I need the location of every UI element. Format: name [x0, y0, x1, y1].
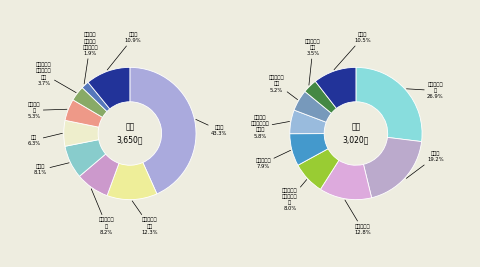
Wedge shape [82, 82, 109, 112]
Text: 卸売・小売
業
8.2%: 卸売・小売 業 8.2% [91, 189, 114, 235]
Text: 生活関連
サービス業・
娯楽業
5.8%: 生活関連 サービス業・ 娯楽業 5.8% [250, 115, 289, 139]
Text: 宿泊業・飲
食サービス
業
8.0%: 宿泊業・飲 食サービス 業 8.0% [281, 180, 306, 211]
Text: その他
10.9%: その他 10.9% [107, 32, 141, 70]
Wedge shape [355, 67, 421, 142]
Wedge shape [65, 140, 106, 176]
Wedge shape [79, 154, 119, 196]
Wedge shape [107, 163, 156, 200]
Text: サービス
業
5.3%: サービス 業 5.3% [27, 102, 67, 119]
Text: 製造業
19.2%: 製造業 19.2% [406, 151, 443, 178]
Wedge shape [289, 134, 327, 165]
Wedge shape [297, 149, 338, 189]
Wedge shape [73, 88, 107, 117]
Wedge shape [315, 67, 355, 108]
Text: 総合サービ
ス業
3.5%: 総合サービ ス業 3.5% [304, 39, 320, 85]
Text: サービス業
7.9%: サービス業 7.9% [255, 150, 290, 169]
Text: 運輸業・郵
便業
12.3%: 運輸業・郵 便業 12.3% [132, 201, 157, 235]
Text: 公務
6.3%: 公務 6.3% [27, 133, 62, 146]
Text: 卸売・小売
業
26.9%: 卸売・小売 業 26.9% [406, 82, 443, 99]
Text: 運輸業・郡
便業
5.2%: 運輸業・郡 便業 5.2% [268, 75, 297, 100]
Wedge shape [65, 100, 102, 127]
Text: 電気・ガ
ス・熱供
給・水道業
1.9%: 電気・ガ ス・熱供 給・水道業 1.9% [82, 32, 98, 84]
Text: 製造業
43.3%: 製造業 43.3% [195, 119, 227, 136]
Text: 医療・福祉
12.8%: 医療・福祉 12.8% [344, 200, 370, 235]
Wedge shape [130, 67, 195, 194]
Wedge shape [293, 91, 331, 122]
Text: 建設業
8.1%: 建設業 8.1% [34, 163, 69, 175]
Text: 宿泊業・飲
食サービス
ス業
3.7%: 宿泊業・飲 食サービス ス業 3.7% [36, 62, 76, 93]
Wedge shape [64, 120, 98, 146]
Wedge shape [304, 81, 336, 113]
Wedge shape [289, 110, 325, 134]
Text: 男子
3,650人: 男子 3,650人 [116, 122, 143, 145]
Wedge shape [88, 67, 130, 109]
Text: その他
10.5%: その他 10.5% [333, 32, 370, 70]
Wedge shape [320, 160, 371, 200]
Wedge shape [363, 138, 420, 198]
Text: 女子
3,020人: 女子 3,020人 [342, 122, 368, 145]
